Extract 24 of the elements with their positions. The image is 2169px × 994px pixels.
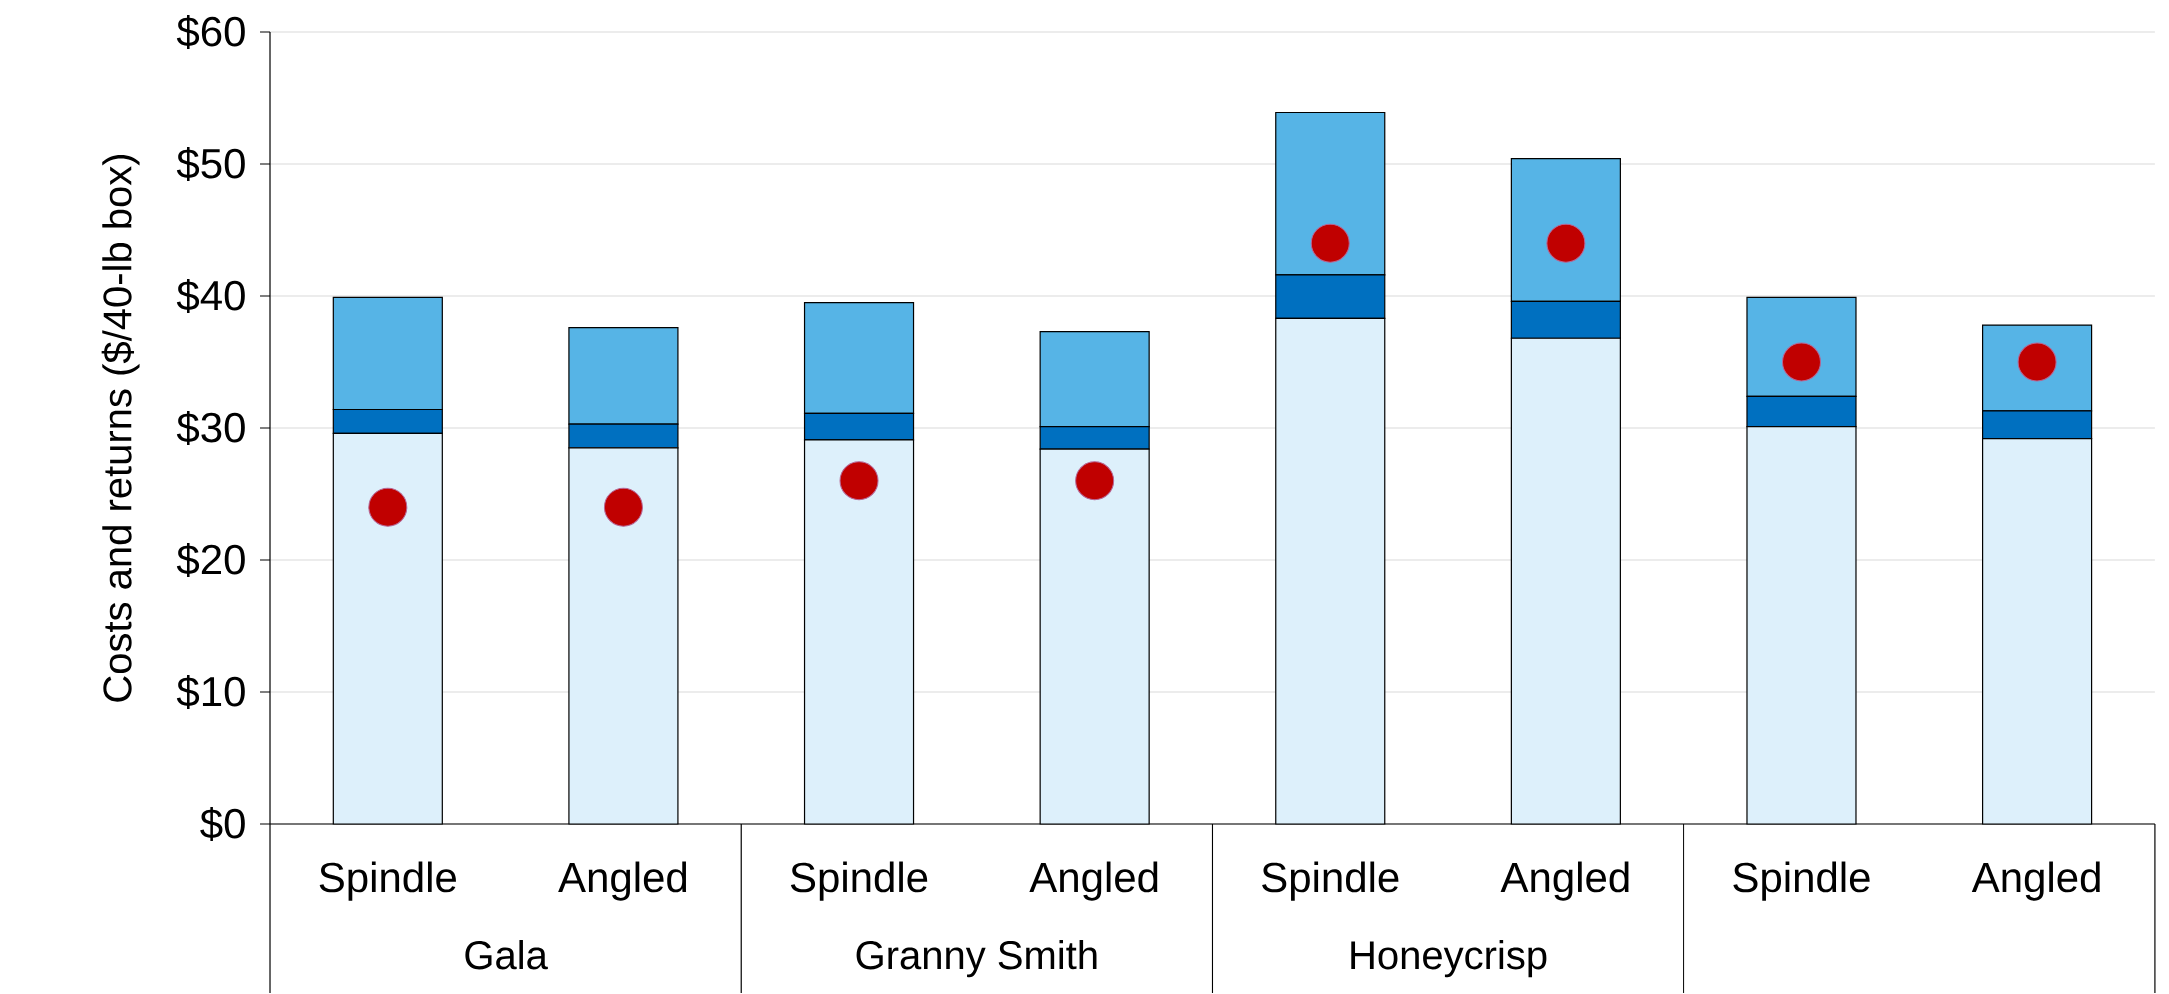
x-tick-label: Angled (1029, 861, 1158, 901)
point (368, 487, 408, 527)
text: Granny Smith (856, 940, 1097, 978)
point (603, 487, 643, 527)
x-tick-label: Spindle (1733, 861, 1870, 901)
x-tick-label: Spindle (319, 861, 456, 901)
x-tick-label: Angled (558, 861, 687, 901)
y-tick-label: $40 (176, 279, 245, 314)
x-tick-label: Spindle (1262, 861, 1399, 901)
y-tick-label: $20 (176, 543, 245, 578)
y-tick-label: $30 (176, 411, 245, 446)
y-axis-title: Costs and returns ($/40-lb box) (101, 155, 140, 702)
point (1075, 461, 1115, 501)
y-tick-label: $50 (176, 147, 245, 182)
x-tick-label: Spindle (790, 861, 928, 901)
text: Gala (465, 940, 548, 970)
x-tick-label: Angled (1500, 861, 1629, 901)
y-tick-label: $10 (176, 675, 245, 710)
x-tick-label: Angled (1971, 861, 2100, 901)
y-tick-label: $60 (176, 15, 245, 50)
text: Honeycrisp (1351, 940, 1547, 978)
point (1310, 223, 1350, 263)
point (839, 461, 879, 501)
y-tick-label: $0 (200, 807, 245, 842)
